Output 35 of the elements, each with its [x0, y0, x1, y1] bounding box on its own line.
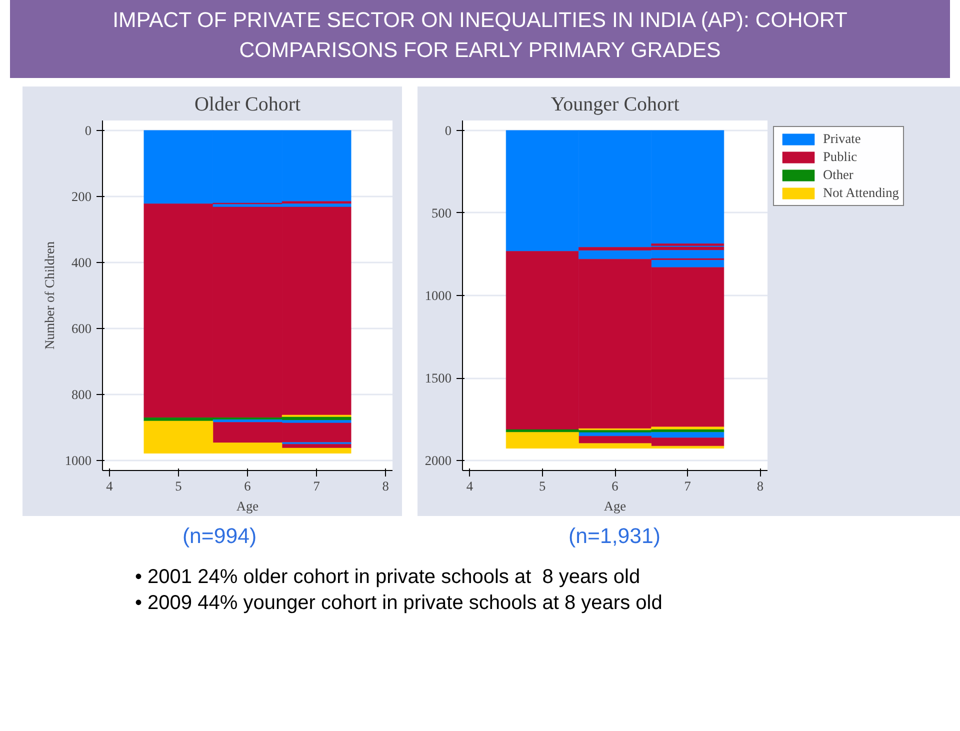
legend-label: Public	[823, 149, 858, 165]
x-tick-label: 7	[313, 478, 320, 494]
x-tick-label: 6	[612, 478, 619, 494]
text: (n=1,931)	[568, 523, 660, 550]
chart-title: Older Cohort	[194, 94, 301, 116]
x-tick-label: 8	[756, 478, 764, 494]
chart-title: Younger Cohort	[550, 94, 680, 116]
x-tick-label: 4	[106, 478, 114, 494]
text: IMPACT OF PRIVATE SECTOR ON INEQUALITIES IN INDIA (AP): COHORT COMPARISONS FOR EARLY PRIMARY GRADES	[112, 7, 848, 64]
y-tick-label: 0	[444, 122, 452, 138]
legend-label: Other	[823, 167, 854, 183]
x-tick-label: 8	[382, 478, 390, 494]
y-tick-label: 1000	[64, 453, 92, 468]
y-axis-title: Number of Children	[42, 241, 57, 350]
x-tick-label: 5	[539, 478, 546, 494]
text: • 2001 24% older cohort in private schools at 8 years old	[135, 566, 640, 588]
x-tick-label: 4	[466, 478, 474, 494]
x-tick-label: 7	[684, 478, 692, 494]
y-tick-label: 1500	[424, 370, 452, 386]
text: (n=994)	[182, 523, 257, 550]
y-tick-label: 800	[72, 387, 92, 402]
x-axis-title: Age	[604, 498, 626, 514]
y-tick-label: 200	[72, 188, 92, 204]
y-tick-label: 400	[72, 254, 92, 270]
legend-label: Private	[823, 131, 861, 147]
y-tick-label: 0	[84, 122, 92, 138]
text: • 2009 44% younger cohort in private schools at 8 years old	[135, 592, 662, 614]
y-tick-label: 600	[72, 321, 92, 336]
legend-label: Not Attending	[823, 185, 899, 201]
x-tick-label: 5	[175, 478, 182, 494]
y-tick-label: 2000	[424, 453, 452, 468]
y-tick-label: 1000	[424, 288, 452, 303]
x-axis-title: Age	[236, 498, 259, 514]
x-tick-label: 6	[244, 478, 252, 494]
y-tick-label: 500	[432, 205, 452, 220]
